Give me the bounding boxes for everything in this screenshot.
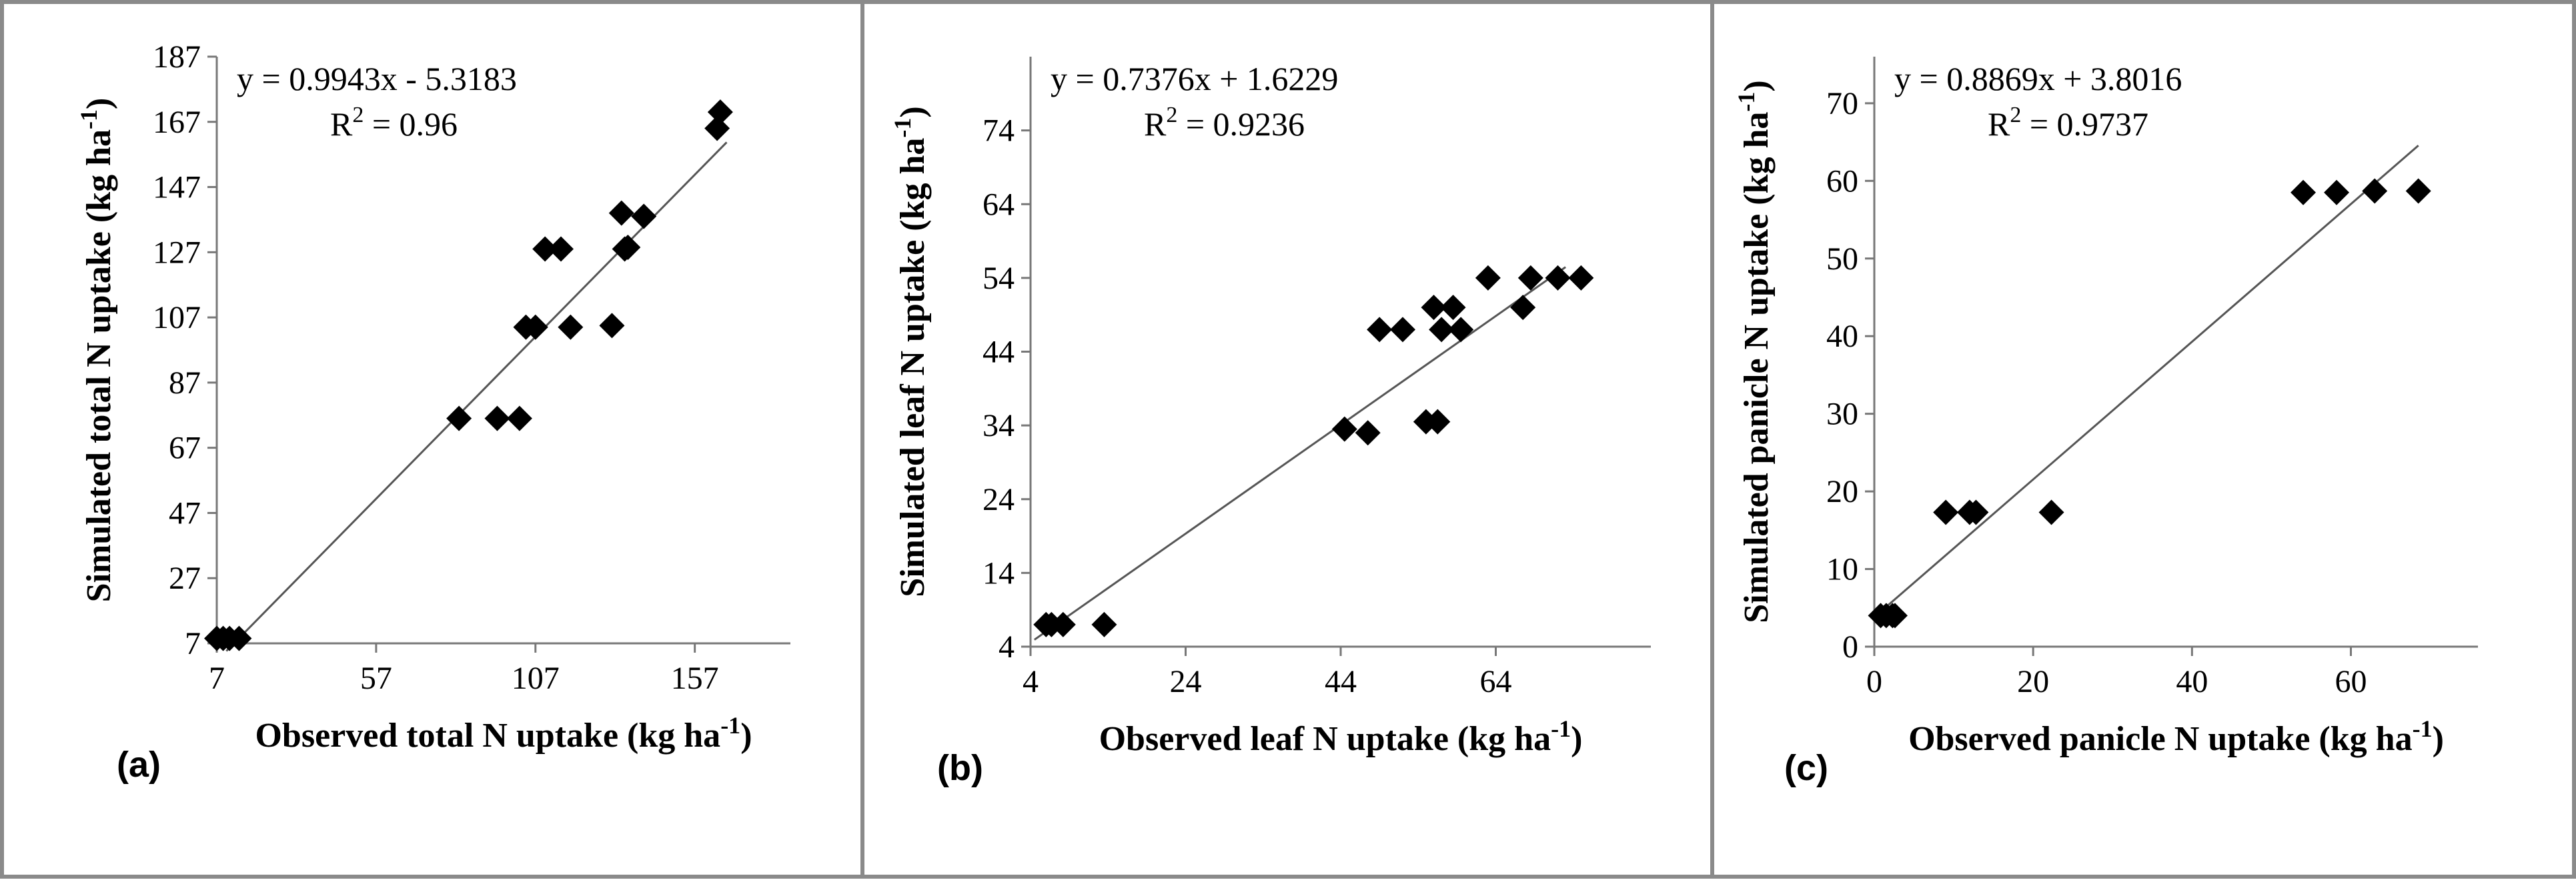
data-point [1421, 295, 1447, 321]
trendline-b [1033, 266, 1566, 641]
x-tick-label: 57 [360, 661, 392, 696]
x-axis-title: Observed leaf N uptake (kg ha-1) [1099, 715, 1583, 758]
data-point [484, 405, 510, 431]
panel-c-frame [1710, 0, 2576, 879]
data-point [1963, 499, 1989, 525]
y-tick-label: 60 [1826, 163, 1858, 199]
data-point [1568, 265, 1594, 291]
data-point [2324, 179, 2350, 205]
data-point [226, 625, 252, 651]
equation-label: y = 0.7376x + 1.6229 [1051, 60, 1338, 97]
y-tick-label: 127 [153, 235, 201, 270]
data-point [2291, 179, 2317, 205]
data-point [548, 236, 574, 262]
x-tick-label: 24 [1170, 664, 1202, 699]
y-axis-title: Simulated leaf N uptake (kg ha-1) [889, 106, 932, 597]
x-axis-title: Observed total N uptake (kg ha-1) [255, 712, 752, 755]
data-point [1510, 295, 1536, 321]
y-tick-label: 20 [1826, 474, 1858, 509]
y-axis-title: Simulated panicle N uptake (kg ha-1) [1733, 80, 1776, 623]
x-tick-label: 64 [1480, 664, 1512, 699]
y-tick-label: 24 [983, 482, 1015, 517]
x-tick-label: 107 [512, 661, 560, 696]
data-point [1331, 416, 1357, 442]
x-tick-label: 20 [2017, 664, 2049, 699]
chart-b: 4 14 24 34 44 54 64 74 4 24 44 64 y = 0.7376x + 1.62… [889, 57, 1651, 788]
y-tick-label: 107 [153, 300, 201, 335]
data-point [615, 235, 641, 260]
y-tick-label: 67 [169, 431, 201, 466]
data-point [558, 314, 584, 340]
y-tick-label: 34 [983, 408, 1015, 443]
data-point [506, 405, 532, 431]
trendline-c [1877, 145, 2419, 615]
data-point [599, 313, 625, 339]
data-point [2362, 178, 2388, 204]
panel-label-a: (a) [117, 745, 161, 785]
data-point [532, 236, 558, 262]
x-tick-label: 0 [1866, 664, 1882, 699]
r-squared-label: R2 = 0.9737 [1988, 103, 2148, 143]
data-point [522, 314, 548, 340]
y-tick-label: 147 [153, 170, 201, 205]
y-tick-label: 74 [983, 113, 1015, 149]
r-squared-label: R2 = 0.9236 [1144, 103, 1305, 143]
data-point [1545, 265, 1571, 291]
data-point [1440, 295, 1466, 321]
data-point [608, 200, 634, 226]
panel-label-c: (c) [1784, 748, 1828, 788]
y-tick-label: 64 [983, 187, 1015, 222]
y-tick-label: 47 [169, 495, 201, 531]
y-tick-label: 4 [999, 629, 1015, 665]
data-point [446, 405, 472, 431]
data-point [1425, 409, 1451, 435]
data-point [1933, 499, 1959, 525]
data-point [1390, 317, 1415, 343]
y-tick-label: 54 [983, 261, 1015, 296]
y-tick-label: 44 [983, 335, 1015, 370]
data-point [631, 203, 657, 229]
y-tick-label: 0 [1842, 629, 1858, 665]
data-point [1475, 265, 1501, 291]
data-point [1050, 611, 1076, 637]
y-tick-label: 187 [153, 39, 201, 75]
chart-c: 0 10 20 30 40 50 60 70 0 20 40 60 y = 0.8869x + 3.80… [1733, 57, 2478, 788]
y-tick-label: 14 [983, 555, 1015, 591]
y-tick-label: 50 [1826, 241, 1858, 277]
equation-label: y = 0.9943x - 5.3183 [237, 60, 517, 97]
y-tick-label: 10 [1826, 552, 1858, 587]
panel-label-b: (b) [937, 748, 983, 788]
x-tick-label: 60 [2335, 664, 2367, 699]
data-point [2405, 178, 2431, 204]
x-axis-title: Observed panicle N uptake (kg ha-1) [1908, 715, 2444, 758]
y-tick-label: 30 [1826, 397, 1858, 432]
x-tick-label: 157 [671, 661, 719, 696]
data-point [707, 99, 733, 125]
y-tick-label: 7 [185, 626, 201, 661]
data-point [1448, 317, 1474, 343]
data-point [1882, 603, 1908, 629]
r-squared-label: R2 = 0.96 [330, 103, 458, 143]
y-tick-label: 70 [1826, 86, 1858, 121]
y-tick-label: 87 [169, 365, 201, 401]
y-tick-label: 167 [153, 105, 201, 140]
y-tick-label: 27 [169, 561, 201, 596]
y-tick-label: 40 [1826, 319, 1858, 354]
x-tick-label: 44 [1325, 664, 1357, 699]
data-point [1367, 317, 1393, 343]
data-point [704, 115, 730, 141]
data-point [1355, 420, 1381, 446]
data-point [1091, 611, 1117, 637]
chart-a: 7 27 47 67 87 107 127 147 167 187 7 57 107 157 y = 0.9… [75, 39, 790, 785]
data-point [1429, 317, 1455, 343]
data-point [1517, 265, 1543, 291]
x-tick-label: 40 [2176, 664, 2208, 699]
x-tick-label: 4 [1023, 664, 1039, 699]
y-axis-title: Simulated total N uptake (kg ha-1) [75, 98, 118, 603]
equation-label: y = 0.8869x + 3.8016 [1894, 60, 2182, 97]
x-tick-label: 7 [209, 661, 225, 696]
data-point [2038, 499, 2064, 525]
